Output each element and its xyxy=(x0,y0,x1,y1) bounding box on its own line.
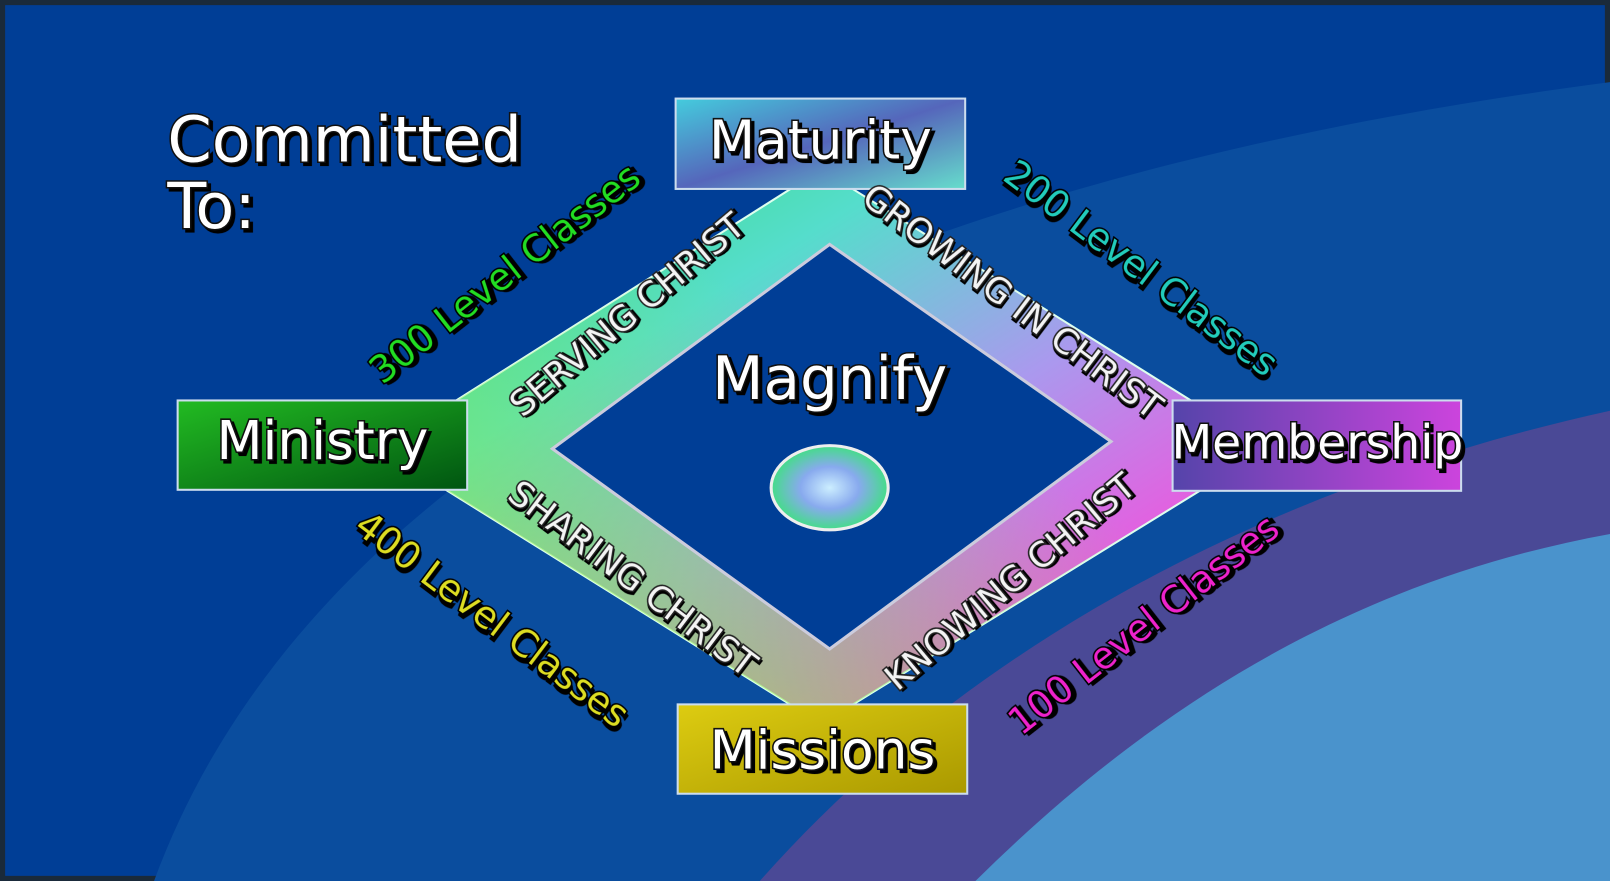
node-label: Ministry xyxy=(217,409,429,472)
title-line: Committed xyxy=(167,103,522,177)
title-line: To: xyxy=(166,170,255,244)
center-label: Magnify xyxy=(712,345,947,414)
slide: Committed To: Magnify Maturity Ministry … xyxy=(0,0,1610,881)
node-label: Maturity xyxy=(709,108,932,171)
node-label: Missions xyxy=(710,718,936,781)
node-label: Membership xyxy=(1171,416,1463,471)
orb xyxy=(771,446,888,530)
